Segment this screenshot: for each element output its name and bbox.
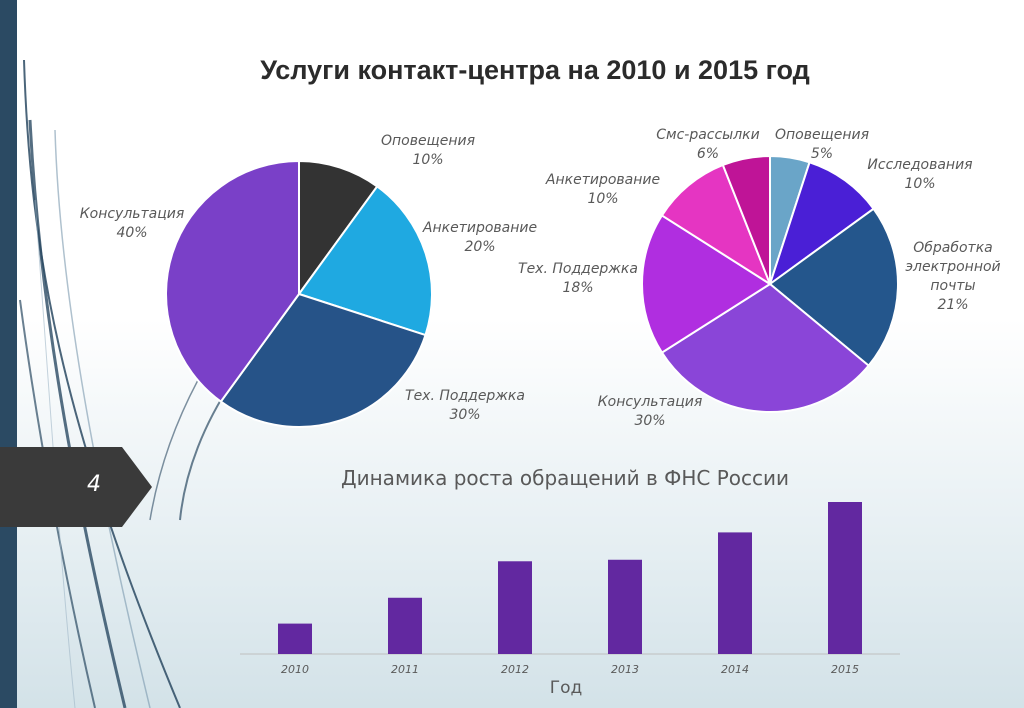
pie2010-slice-консультация	[165, 159, 300, 403]
pie2010-slice-оповещения	[298, 159, 379, 298]
pie2010-slice-тех-поддержка	[219, 292, 427, 428]
x-axis-label: Год	[550, 678, 583, 698]
pie2015-label-анкетирование: Анкетирование 10%	[545, 172, 660, 207]
pie2015-slice-обработка-электронной-почты	[768, 207, 899, 367]
bar-chart-title: Динамика роста обращений в ФНС России	[340, 466, 790, 490]
bar-2012	[498, 561, 532, 654]
page-title: Услуги контакт-центра на 2010 и 2015 год	[260, 55, 810, 85]
pie2015-slice-консультация	[660, 282, 871, 413]
x-tick-2011: 2011	[391, 663, 419, 676]
pie2015-label-консультация: Консультация 30%	[598, 394, 703, 429]
pie2010-slice-анкетирование	[297, 185, 433, 337]
x-tick-2014: 2014	[721, 663, 749, 676]
bar-2010	[278, 623, 312, 654]
bar-2014	[718, 532, 752, 654]
pie2010-label-анкетирование: Анкетирование 20%	[422, 220, 537, 255]
bar-2013	[608, 559, 642, 654]
pie2010-label-тех-поддержка: Тех. Поддержка 30%	[405, 388, 525, 423]
x-tick-2015: 2015	[831, 663, 859, 676]
pie2015-slice-исследования	[768, 161, 875, 287]
slide-number-tab	[0, 447, 152, 527]
x-tick-2010: 2010	[281, 663, 309, 676]
slide-number: 4	[87, 472, 101, 497]
pie2010-label-консультация: Консультация 40%	[80, 206, 185, 241]
x-tick-2012: 2012	[501, 663, 529, 676]
pie2015-label-тех-поддержка: Тех. Поддержка 18%	[518, 261, 638, 296]
pie2015-slice-тех-поддержка	[641, 214, 772, 354]
pie2010-label-оповещения: Оповещения 10%	[381, 133, 475, 168]
x-tick-2013: 2013	[611, 663, 639, 676]
left-accent-bar	[0, 0, 17, 708]
pie2015-label-смс-рассылки: Смс-рассылки 6%	[656, 127, 760, 162]
bar-2015	[828, 502, 862, 654]
bar-2011	[388, 597, 422, 654]
slide-tab-shape	[0, 447, 152, 527]
pie2015-label-обработка-электронной-почты: Обработка электронной почты 21%	[905, 240, 1000, 313]
pie2015-label-оповещения: Оповещения 5%	[775, 127, 869, 162]
pie2015-slice-анкетирование	[660, 163, 773, 287]
pie2015-slice-смс-рассылки	[721, 154, 771, 285]
pie2015-label-исследования: Исследования 10%	[867, 157, 972, 192]
